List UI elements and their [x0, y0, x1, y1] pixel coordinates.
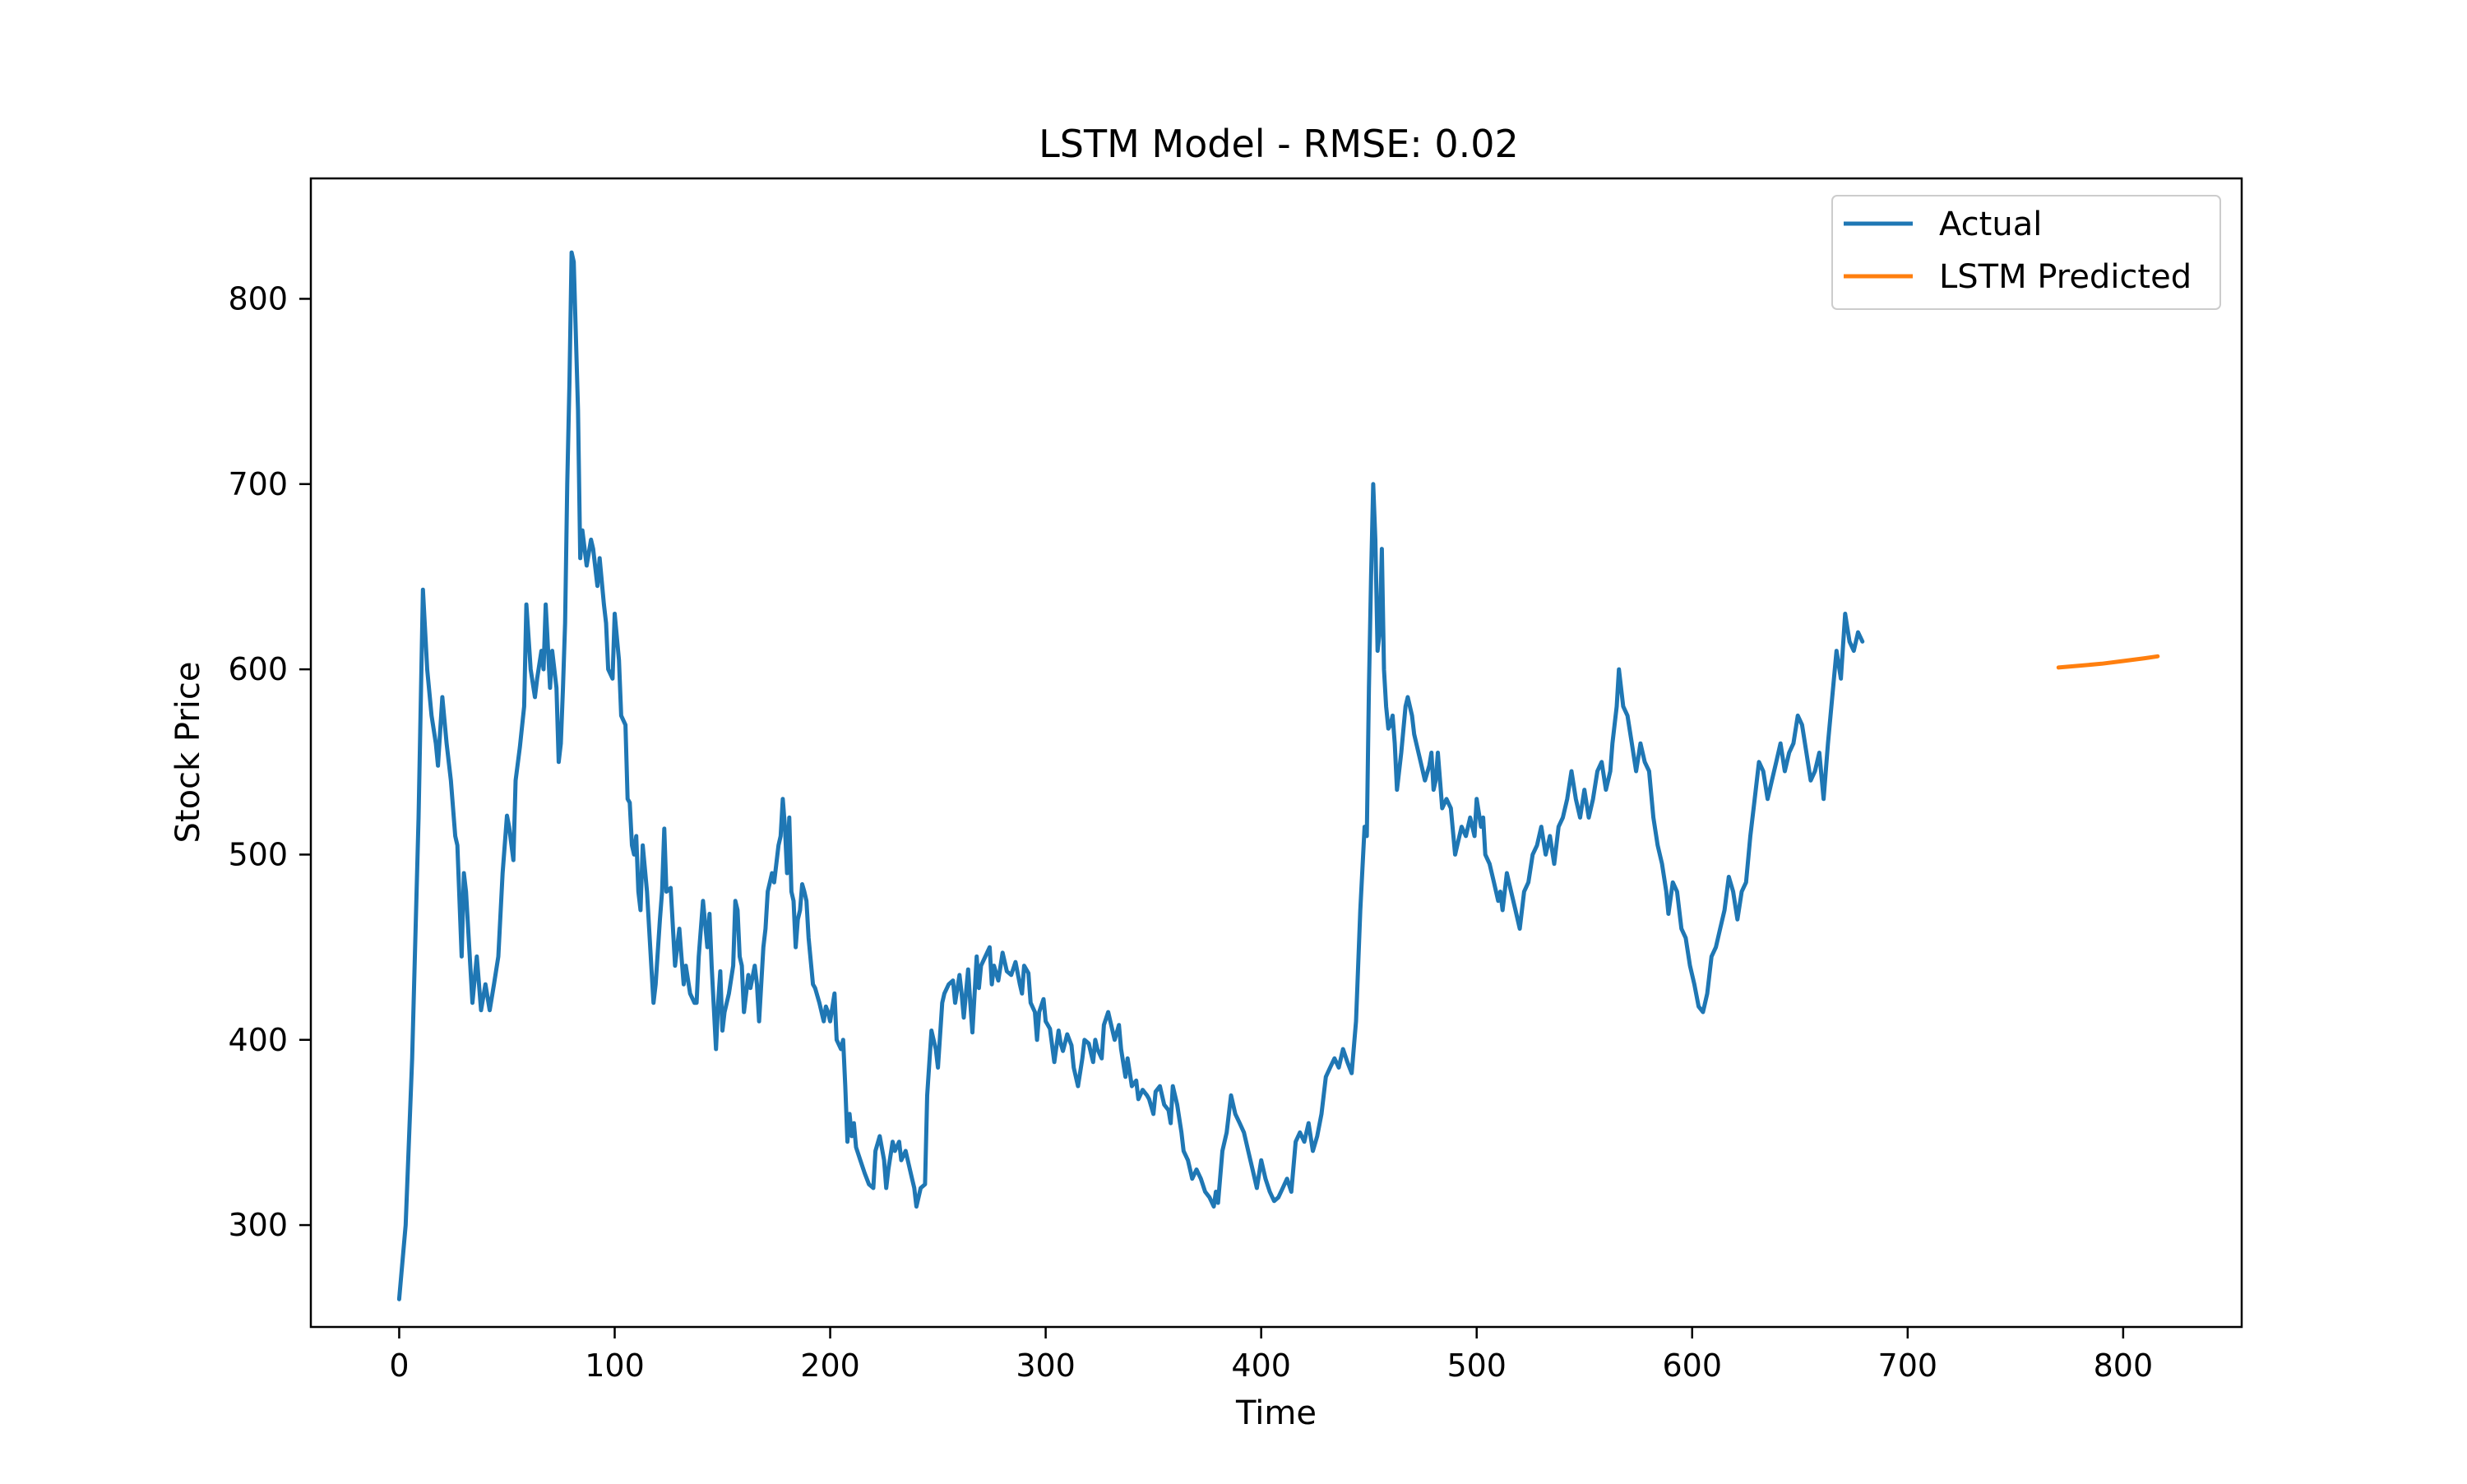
y-tick-label: 800	[228, 280, 288, 317]
y-axis-label: Stock Price	[169, 662, 207, 844]
series-line-actual	[396, 250, 1865, 1301]
x-tick-label: 600	[1662, 1348, 1722, 1384]
y-tick-label: 300	[228, 1207, 288, 1243]
x-tick-label: 500	[1446, 1348, 1507, 1384]
plot-series	[396, 250, 2160, 1301]
x-tick-label: 400	[1231, 1348, 1291, 1384]
legend-label-lstm-predicted: LSTM Predicted	[1939, 258, 2192, 296]
legend: Actual LSTM Predicted	[1831, 195, 2221, 310]
legend-label-actual: Actual	[1939, 206, 2042, 243]
x-tick-label: 300	[1016, 1348, 1076, 1384]
x-tick-label: 0	[389, 1348, 409, 1384]
series-line-lstm-predicted	[2056, 654, 2160, 670]
y-tick-label: 400	[228, 1022, 288, 1058]
x-tick-label: 700	[1878, 1348, 1938, 1384]
y-tick-label: 700	[228, 466, 288, 502]
x-tick-label: 100	[585, 1348, 645, 1384]
x-axis-label: Time	[1235, 1394, 1317, 1432]
x-tick-label: 800	[2094, 1348, 2154, 1384]
y-axis-ticks: 300 400 500 600 700 800	[228, 280, 311, 1243]
legend-box	[1831, 195, 2221, 310]
x-axis-ticks: 0 100 200 300 400 500 600 700 800	[389, 1327, 2153, 1384]
y-tick-label: 600	[228, 651, 288, 687]
chart-title: LSTM Model - RMSE: 0.02	[1039, 122, 1519, 166]
plot-area-frame	[309, 177, 2243, 1329]
x-tick-label: 200	[800, 1348, 860, 1384]
y-tick-label: 500	[228, 836, 288, 872]
